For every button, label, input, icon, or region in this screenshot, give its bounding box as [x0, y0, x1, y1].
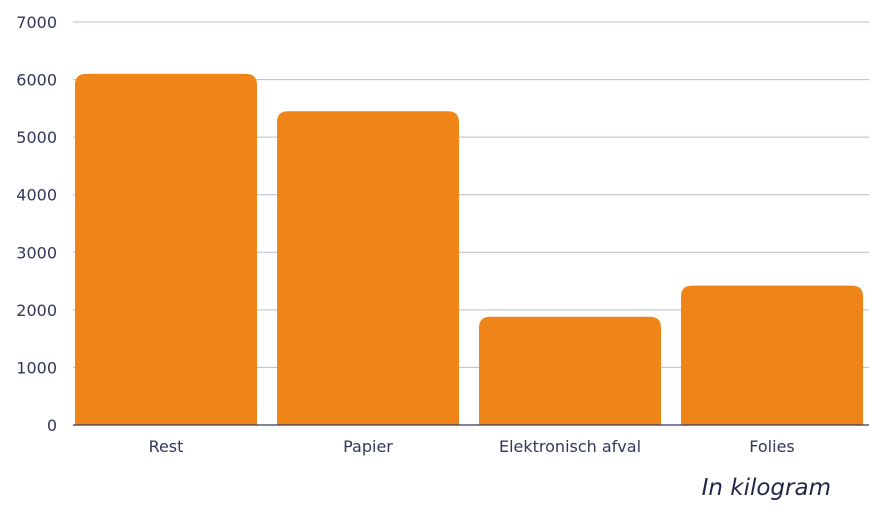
bars: [75, 73, 863, 426]
y-tick-label: 0: [47, 416, 57, 435]
y-tick-label: 2000: [16, 301, 57, 320]
x-category-label: Elektronisch afval: [499, 437, 641, 456]
y-tick-label: 3000: [16, 243, 57, 262]
x-category-label: Papier: [343, 437, 393, 456]
x-category-label: Folies: [749, 437, 795, 456]
bar-folies: [681, 285, 863, 425]
y-tick-label: 5000: [16, 128, 57, 147]
y-axis-ticks: 0 1000 2000 3000 4000 5000 6000 7000: [16, 13, 57, 435]
bar-elektronisch-afval: [479, 316, 661, 425]
bar-rest: [75, 73, 257, 426]
y-tick-label: 4000: [16, 186, 57, 205]
y-tick-label: 7000: [16, 13, 57, 32]
y-tick-label: 6000: [16, 71, 57, 90]
unit-note: In kilogram: [701, 475, 831, 501]
x-category-label: Rest: [149, 437, 184, 456]
bar-papier: [277, 111, 459, 425]
y-tick-label: 1000: [16, 358, 57, 377]
x-axis-labels: Rest Papier Elektronisch afval Folies: [149, 437, 795, 456]
